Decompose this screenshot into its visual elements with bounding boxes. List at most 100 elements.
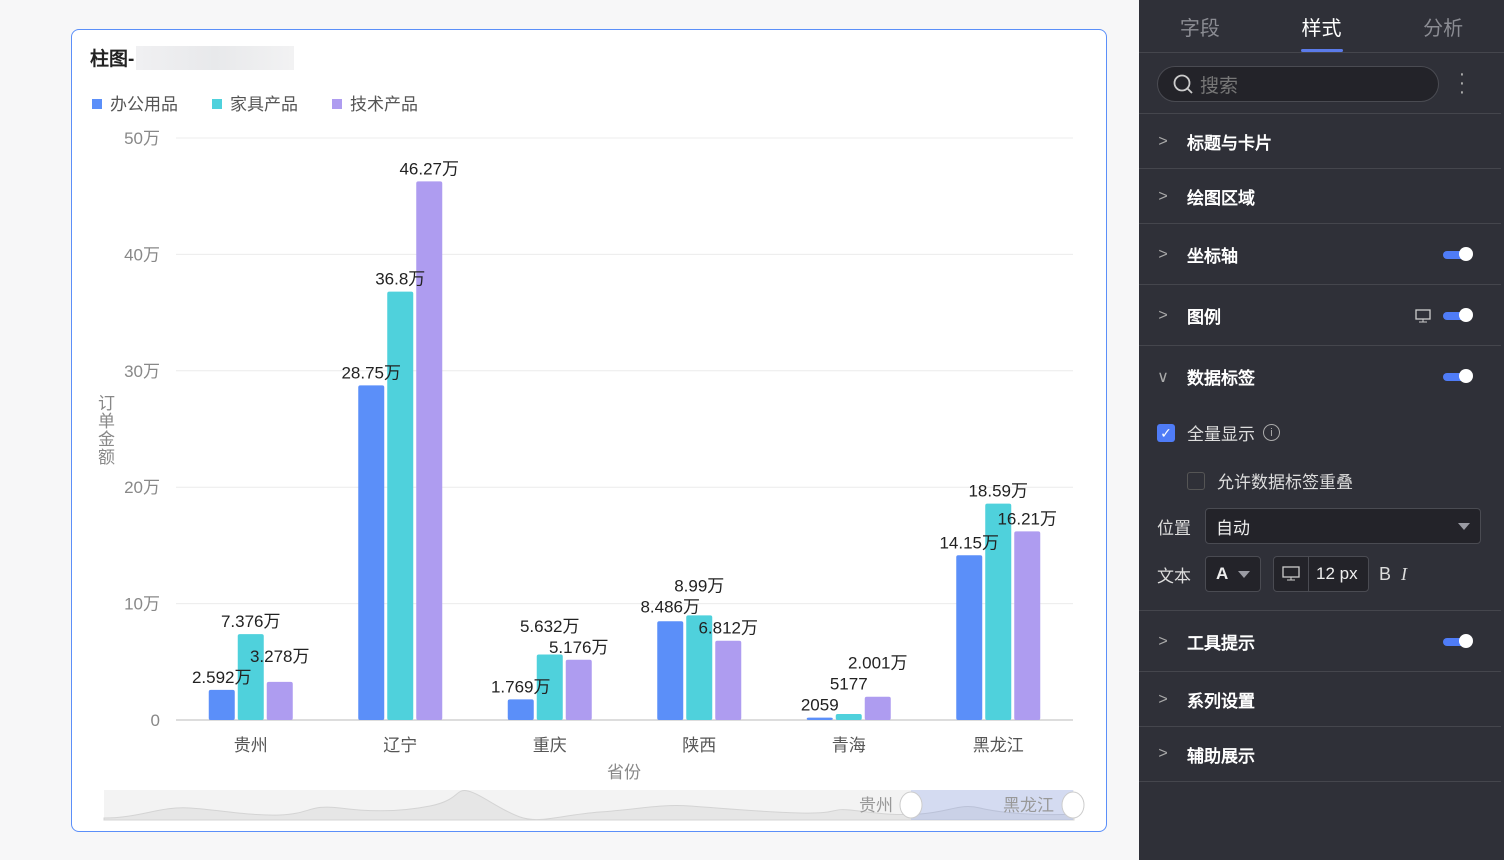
caret-down-icon — [1238, 570, 1251, 578]
bar — [1014, 531, 1041, 720]
section-title-card[interactable]: > 标题与卡片 — [1139, 113, 1501, 169]
data-label: 6.812万 — [698, 619, 758, 638]
x-tick-label: 重庆 — [533, 736, 567, 755]
data-label: 8.486万 — [640, 598, 700, 617]
chevron-down-icon: ∨ — [1157, 368, 1169, 386]
info-icon[interactable]: i — [1263, 424, 1280, 441]
x-tick-label: 黑龙江 — [973, 736, 1024, 755]
legend-swatch — [332, 99, 342, 109]
tooltip-toggle[interactable] — [1443, 633, 1473, 648]
bar — [956, 555, 983, 720]
data-label: 18.59万 — [968, 482, 1028, 501]
x-axis-title: 省份 — [607, 763, 641, 782]
settings-panel: 字段 样式 分析 搜索 · · · > 标题与卡片 > 绘图区域 > 坐标轴 > 图例 ∨ 数… — [1139, 0, 1504, 860]
chevron-right-icon: > — [1158, 632, 1168, 650]
slider-end-label: 黑龙江 — [1003, 796, 1054, 815]
bar — [507, 699, 534, 720]
x-tick-label: 辽宁 — [383, 736, 417, 755]
section-auxiliary[interactable]: > 辅助展示 — [1139, 726, 1501, 782]
bar — [657, 621, 684, 720]
monitor-icon — [1282, 566, 1300, 581]
legend-toggle[interactable] — [1443, 307, 1473, 322]
chevron-right-icon: > — [1158, 245, 1168, 263]
chevron-right-icon: > — [1158, 745, 1168, 762]
tab-analysis[interactable]: 分析 — [1423, 18, 1464, 40]
bar — [237, 634, 264, 720]
legend-swatch — [92, 99, 102, 109]
data-label: 36.8万 — [375, 270, 425, 289]
bold-button[interactable]: B — [1379, 563, 1392, 584]
tab-fields[interactable]: 字段 — [1179, 18, 1220, 40]
y-axis-title: 订单金额 — [95, 394, 114, 466]
bar — [864, 696, 891, 720]
data-label: 2.001万 — [848, 654, 908, 673]
legend-item-furniture[interactable]: 家具产品 — [212, 90, 298, 115]
font-size-input[interactable]: 12 px — [1273, 556, 1369, 592]
tab-style[interactable]: 样式 — [1261, 0, 1383, 52]
data-label: 8.99万 — [674, 577, 724, 596]
position-label: 位置 — [1157, 518, 1191, 538]
data-label: 2059 — [801, 696, 839, 715]
section-tooltip[interactable]: > 工具提示 — [1139, 610, 1501, 672]
font-color-select[interactable]: A — [1205, 556, 1261, 592]
section-legend[interactable]: > 图例 — [1139, 284, 1501, 346]
bar — [835, 713, 862, 720]
data-label: 5177 — [830, 675, 868, 694]
redacted-title — [136, 45, 295, 70]
legend-swatch — [212, 99, 222, 109]
legend-item-tech[interactable]: 技术产品 — [332, 90, 418, 115]
allow-overlap-checkbox[interactable]: 允许数据标签重叠 — [1187, 468, 1353, 493]
slider-selection — [911, 790, 1073, 820]
slider-handle[interactable] — [899, 791, 923, 819]
section-axis[interactable]: > 坐标轴 — [1139, 223, 1501, 285]
bar — [208, 689, 235, 720]
chart-title: 柱图- — [90, 44, 295, 71]
chevron-right-icon: > — [1158, 690, 1168, 708]
search-input[interactable]: 搜索 — [1157, 66, 1439, 102]
chevron-right-icon: > — [1158, 306, 1168, 324]
data-label: 46.27万 — [399, 159, 459, 178]
data-labels-toggle[interactable] — [1443, 368, 1473, 383]
monitor-icon[interactable] — [1415, 308, 1431, 323]
x-tick-label: 贵州 — [234, 736, 268, 755]
bar — [387, 291, 414, 720]
section-plot-area[interactable]: > 绘图区域 — [1139, 168, 1501, 224]
bar — [266, 681, 293, 720]
axis-toggle[interactable] — [1443, 246, 1473, 261]
data-label: 14.15万 — [939, 533, 999, 552]
legend: 办公用品 家具产品 技术产品 — [92, 90, 418, 115]
italic-button[interactable]: I — [1401, 563, 1408, 584]
data-label: 5.632万 — [520, 617, 580, 636]
data-label: 3.278万 — [250, 647, 310, 666]
bar — [416, 181, 443, 720]
show-all-checkbox[interactable]: ✓ 全量显示 i — [1157, 420, 1280, 445]
legend-item-office[interactable]: 办公用品 — [92, 90, 178, 115]
y-tick-label: 40万 — [124, 245, 160, 264]
section-series[interactable]: > 系列设置 — [1139, 671, 1501, 727]
data-label: 28.75万 — [341, 363, 401, 382]
caret-down-icon — [1458, 522, 1470, 530]
checkbox-box — [1187, 471, 1205, 490]
bar — [565, 659, 592, 720]
bar — [985, 503, 1012, 720]
slider-sparkline — [103, 790, 1075, 821]
bar — [715, 640, 742, 720]
data-label: 1.769万 — [491, 677, 551, 696]
slider-start-label: 贵州 — [859, 796, 893, 815]
slider-handle[interactable] — [1061, 791, 1085, 819]
more-icon[interactable]: · · · — [1458, 63, 1466, 103]
section-data-labels[interactable]: ∨ 数据标签 — [1139, 345, 1501, 407]
data-label: 5.176万 — [549, 638, 609, 657]
bar — [358, 385, 385, 720]
position-select[interactable]: 自动 — [1205, 508, 1481, 544]
bar — [536, 654, 563, 720]
check-icon: ✓ — [1157, 423, 1175, 442]
y-tick-label: 50万 — [124, 129, 160, 148]
text-label: 文本 — [1157, 566, 1191, 586]
y-tick-label: 10万 — [124, 595, 160, 614]
data-label: 7.376万 — [221, 612, 281, 631]
bar — [686, 615, 713, 720]
x-tick-label: 陕西 — [682, 736, 716, 755]
x-tick-label: 青海 — [832, 736, 866, 755]
